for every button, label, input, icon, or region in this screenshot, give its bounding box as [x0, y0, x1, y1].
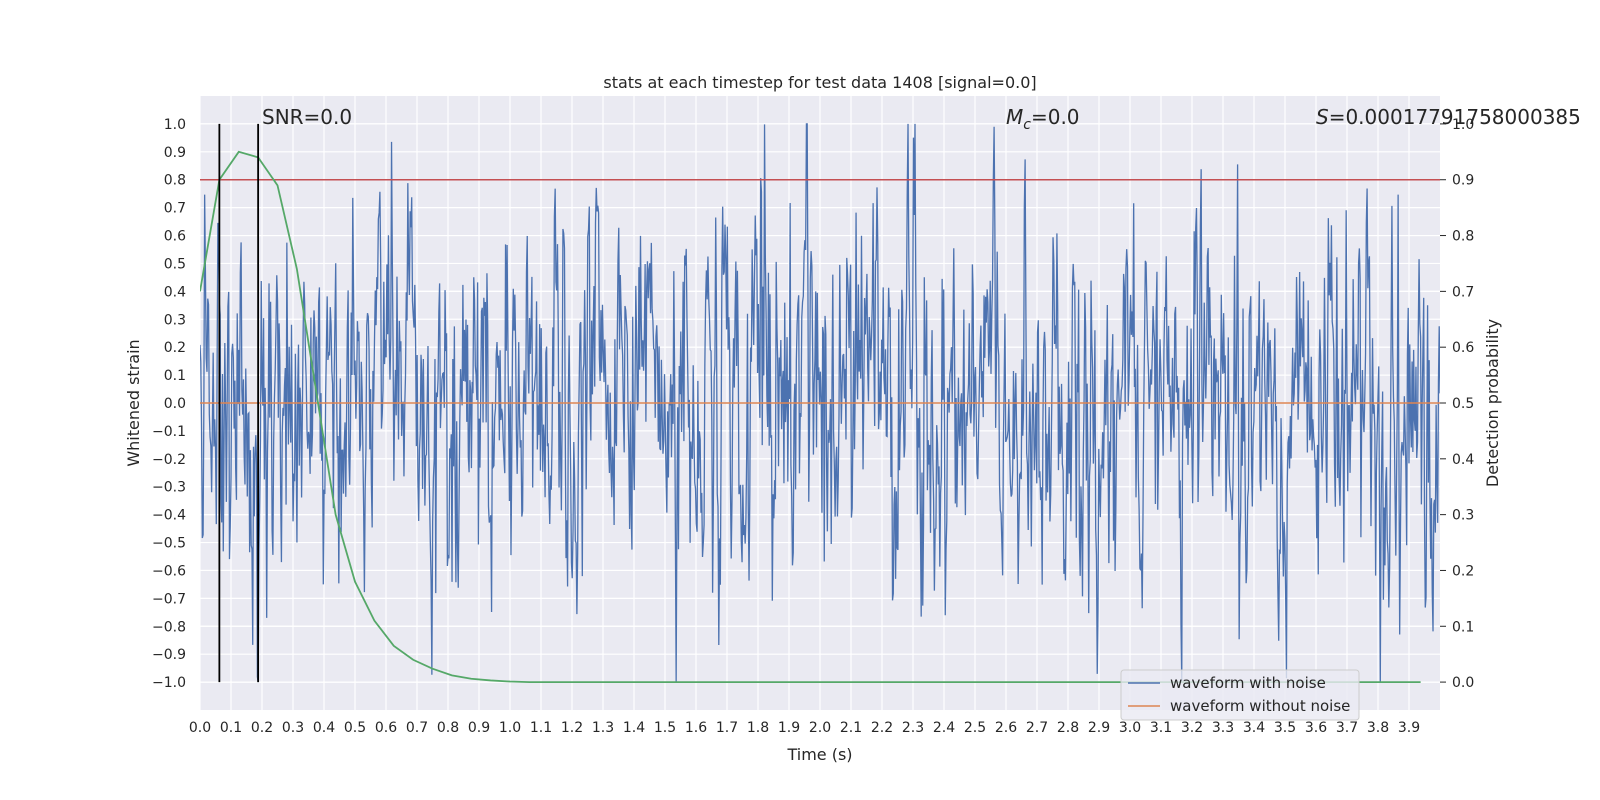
- x-tick-label: 1.2: [561, 720, 583, 736]
- y-tick-label: −0.2: [152, 452, 186, 468]
- y2-tick-label: 0.6: [1452, 340, 1474, 356]
- x-tick-label: 0.2: [251, 720, 273, 736]
- mc-value: =0.0: [1031, 105, 1080, 129]
- x-tick-label: 1.8: [747, 720, 769, 736]
- y-tick-label: 0.3: [164, 312, 186, 328]
- x-tick-label: 2.4: [933, 720, 955, 736]
- legend: waveform with noise waveform without noi…: [1120, 669, 1360, 721]
- y-tick-label: −0.9: [152, 647, 186, 663]
- y2-axis-ticks: 1.0 0.9 0.8 0.7 0.6 0.5 0.4 0.3 0.2 0.1 0.0: [1440, 117, 1474, 691]
- y2-tick-label: 0.0: [1452, 675, 1474, 691]
- x-tick-label: 0.4: [313, 720, 335, 736]
- y-tick-label: −0.8: [152, 619, 186, 635]
- x-tick-label: 3.4: [1243, 720, 1265, 736]
- chart-title: stats at each timestep for test data 140…: [603, 73, 1036, 92]
- y2-tick-label: 0.8: [1452, 229, 1474, 245]
- legend-label-noise: waveform with noise: [1170, 674, 1326, 692]
- waveform-with-noise-line: [200, 123, 1440, 683]
- y-tick-label: 0.7: [164, 201, 186, 217]
- x-tick-label: 0.6: [375, 720, 397, 736]
- y-tick-label: 0.6: [164, 229, 186, 245]
- x-tick-label: 1.9: [778, 720, 800, 736]
- x-tick-label: 1.1: [530, 720, 552, 736]
- annotations: SNR=0.0 Mc=0.0 S=0.00017791758000385: [262, 105, 1581, 133]
- x-tick-label: 0.1: [220, 720, 242, 736]
- x-tick-label: 0.0: [189, 720, 211, 736]
- x-tick-label: 1.3: [592, 720, 614, 736]
- legend-label-clean: waveform without noise: [1170, 697, 1350, 715]
- x-tick-label: 2.8: [1057, 720, 1079, 736]
- x-tick-label: 3.0: [1119, 720, 1141, 736]
- y2-tick-label: 0.1: [1452, 619, 1474, 635]
- x-tick-label: 3.2: [1181, 720, 1203, 736]
- s-value: =0.00017791758000385: [1329, 105, 1581, 129]
- x-axis-label: Time (s): [786, 745, 852, 764]
- y2-tick-label: 0.9: [1452, 173, 1474, 189]
- x-tick-label: 3.3: [1212, 720, 1234, 736]
- y-tick-label: −0.3: [152, 480, 186, 496]
- x-tick-label: 0.8: [437, 720, 459, 736]
- mc-symbol: M: [1006, 105, 1023, 129]
- x-tick-label: 2.5: [964, 720, 986, 736]
- y-tick-label: 0.8: [164, 173, 186, 189]
- y-tick-label: 0.5: [164, 256, 186, 272]
- x-tick-label: 1.6: [685, 720, 707, 736]
- detection-probability-line: [200, 150, 1421, 683]
- y-axis-label: Whitened strain: [124, 339, 143, 466]
- y-tick-label: 0.9: [164, 145, 186, 161]
- mc-subscript: c: [1023, 117, 1031, 133]
- y-tick-label: −0.4: [152, 508, 186, 524]
- x-tick-label: 1.4: [623, 720, 645, 736]
- y-tick-label: 0.1: [164, 368, 186, 384]
- y-tick-label: −0.1: [152, 424, 186, 440]
- legend-box: [1120, 669, 1360, 721]
- y2-tick-label: 1.0: [1452, 117, 1474, 133]
- x-tick-label: 3.5: [1274, 720, 1296, 736]
- snr-annotation: SNR=0.0: [262, 105, 352, 129]
- x-tick-label: 0.3: [282, 720, 304, 736]
- y-tick-label: −1.0: [152, 675, 186, 691]
- y-tick-label: −0.6: [152, 563, 186, 579]
- x-axis-ticks: 0.0 0.1 0.2 0.3 0.4 0.5 0.6 0.7 0.8 0.9 1.0 1.1 1.2 1…: [189, 720, 1420, 736]
- x-tick-label: 0.7: [406, 720, 428, 736]
- y-tick-label: 1.0: [164, 117, 186, 133]
- y2-tick-label: 0.5: [1452, 396, 1474, 412]
- x-tick-label: 2.0: [809, 720, 831, 736]
- y2-axis-label: Detection probability: [1483, 319, 1502, 487]
- y-tick-label: −0.7: [152, 591, 186, 607]
- x-tick-label: 1.0: [499, 720, 521, 736]
- y-tick-label: 0.4: [164, 284, 186, 300]
- x-tick-label: 3.1: [1150, 720, 1172, 736]
- s-annotation: S=0.00017791758000385: [1316, 105, 1581, 129]
- x-tick-label: 3.6: [1305, 720, 1327, 736]
- s-symbol: S: [1316, 105, 1329, 129]
- x-tick-label: 2.3: [902, 720, 924, 736]
- x-tick-label: 0.5: [344, 720, 366, 736]
- y2-tick-label: 0.4: [1452, 452, 1474, 468]
- x-tick-label: 2.7: [1026, 720, 1048, 736]
- x-tick-label: 2.2: [871, 720, 893, 736]
- x-tick-label: 3.9: [1398, 720, 1420, 736]
- mc-annotation: Mc=0.0: [1006, 105, 1080, 133]
- x-tick-label: 2.1: [840, 720, 862, 736]
- y2-tick-label: 0.3: [1452, 508, 1474, 524]
- y-axis-ticks: 1.0 0.9 0.8 0.7 0.6 0.5 0.4 0.3 0.2 0.1 0.0 −0.1 −0.…: [152, 117, 186, 691]
- plot-content: [200, 123, 1440, 683]
- y-tick-label: 0.0: [164, 396, 186, 412]
- x-tick-label: 2.9: [1088, 720, 1110, 736]
- y-tick-label: 0.2: [164, 340, 186, 356]
- x-tick-label: 1.7: [716, 720, 738, 736]
- x-tick-label: 3.8: [1367, 720, 1389, 736]
- x-tick-label: 0.9: [468, 720, 490, 736]
- x-tick-label: 1.5: [654, 720, 676, 736]
- x-tick-label: 2.6: [995, 720, 1017, 736]
- y-tick-label: −0.5: [152, 536, 186, 552]
- x-tick-label: 3.7: [1336, 720, 1358, 736]
- y2-tick-label: 0.7: [1452, 284, 1474, 300]
- y2-tick-label: 0.2: [1452, 563, 1474, 579]
